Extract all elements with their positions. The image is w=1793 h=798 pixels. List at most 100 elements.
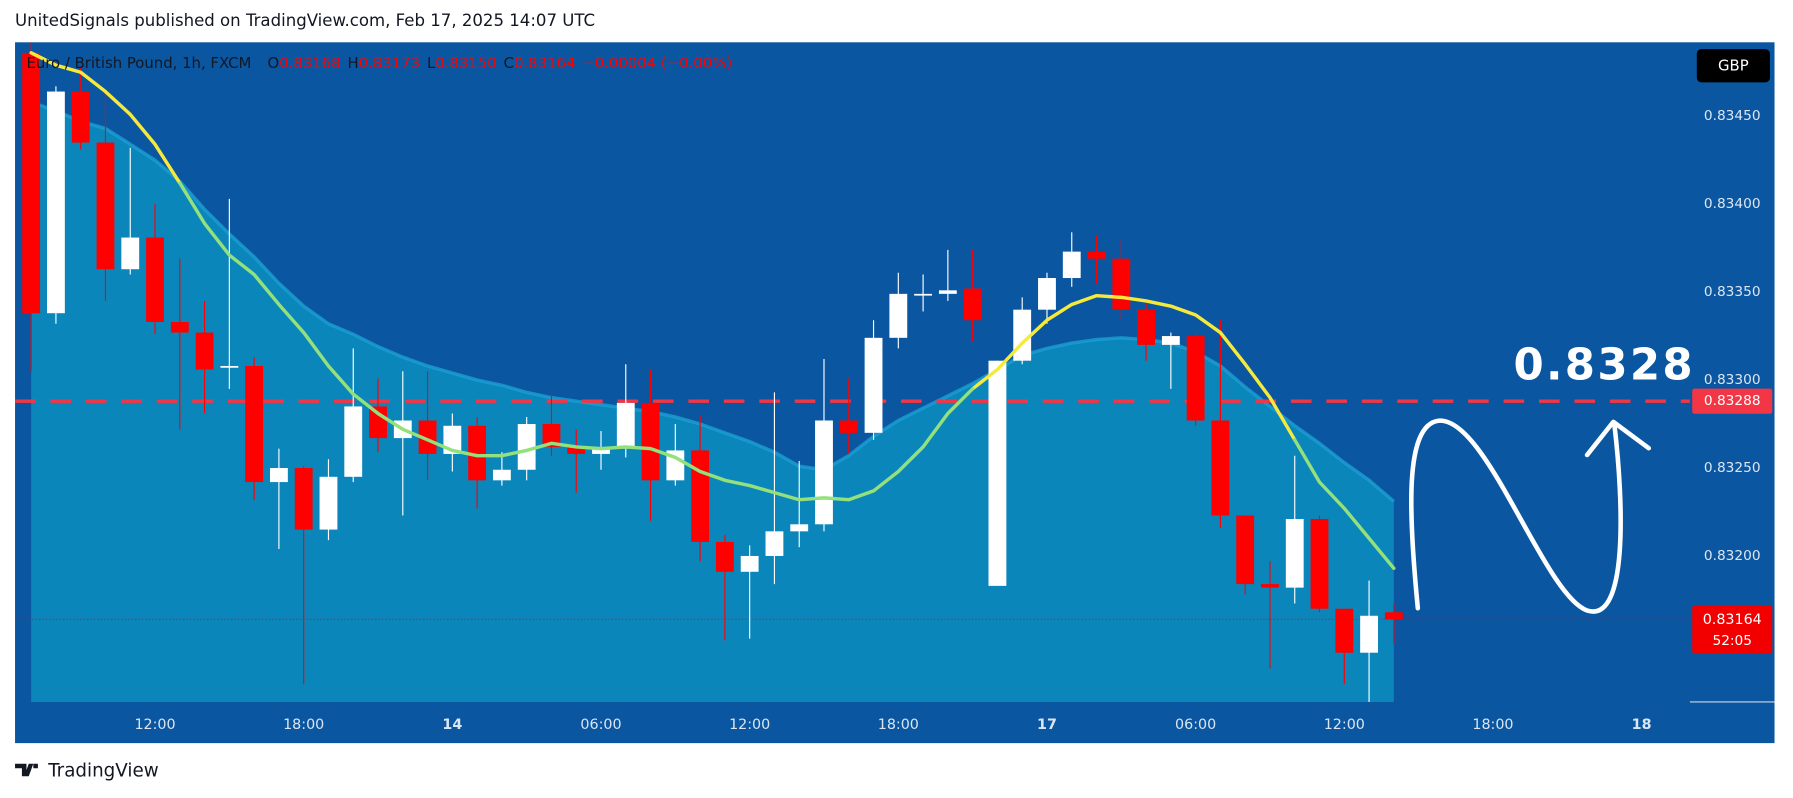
x-tick-label: 00	[0, 717, 15, 733]
plot-area	[15, 42, 1690, 702]
moving-average-line	[178, 181, 1396, 571]
candle-body	[146, 237, 164, 322]
candle-body	[616, 402, 635, 449]
x-tick-label: 14	[442, 717, 462, 733]
footer-brand: TradingView	[47, 761, 159, 782]
y-tick-label: 0.83300	[1704, 372, 1761, 388]
annotation-text: 0.8328	[1514, 341, 1695, 391]
candle-body	[1360, 615, 1378, 653]
candle-body	[517, 424, 536, 470]
candle-body	[269, 468, 288, 483]
legend-change: −0.00004 (−0.00%)	[582, 54, 732, 72]
candle-body	[567, 446, 586, 454]
candle-body	[220, 365, 239, 368]
x-tick-label: 12:00	[134, 717, 175, 733]
candle-body	[195, 332, 214, 370]
candle-body	[1186, 336, 1205, 421]
last-price-label: 0.83164	[1703, 612, 1762, 628]
price-axis: 0.83450 0.83400 0.83350 0.83300 0.83250 0.832…	[1689, 108, 1773, 654]
y-tick-label: 0.83250	[1704, 460, 1761, 476]
candle-body	[22, 52, 41, 314]
legend-key: O	[267, 54, 279, 72]
candle-body	[1161, 336, 1180, 345]
hand-drawn-arrow	[1408, 418, 1652, 614]
x-tick-label: 18:00	[283, 717, 324, 733]
currency-label: GBP	[1718, 56, 1749, 74]
candle-body	[963, 288, 982, 321]
candle-body	[1384, 612, 1403, 620]
candle-body	[294, 468, 313, 530]
candle-body	[344, 406, 363, 477]
legend-value: 0.83150	[435, 54, 496, 72]
candle-body	[914, 293, 933, 296]
candle-body	[319, 476, 338, 530]
candle-body	[1211, 420, 1230, 516]
legend-key: H	[347, 54, 358, 72]
candle-body	[666, 450, 685, 481]
candle-body	[418, 420, 437, 454]
x-tick-label: 12:00	[729, 717, 770, 733]
last-price-box	[1692, 605, 1773, 654]
currency-badge	[1696, 49, 1770, 83]
publisher-header: UnitedSignals published on TradingView.c…	[15, 11, 595, 30]
candle-body	[839, 420, 858, 433]
candle-body	[1335, 608, 1354, 653]
candle-body	[542, 424, 561, 447]
candle-body	[245, 365, 264, 483]
candle-body	[121, 237, 140, 270]
candle-body	[71, 91, 90, 143]
moving-average-line	[29, 51, 1297, 442]
x-tick-label: 06:00	[1175, 717, 1216, 733]
y-tick-label: 0.83350	[1704, 284, 1761, 300]
candle-body	[938, 290, 957, 294]
countdown-label: 52:05	[1712, 633, 1752, 649]
candle-body	[1310, 519, 1329, 609]
x-tick-label: 12:00	[1324, 717, 1365, 733]
legend-key: L	[427, 54, 436, 72]
legend-value: 0.83168	[279, 54, 340, 72]
candle-body	[369, 406, 387, 439]
candle-body	[492, 469, 511, 481]
candle-body	[468, 425, 487, 481]
candle-body	[765, 531, 784, 556]
candle-body	[1236, 515, 1255, 585]
time-axis: 00 12:00 18:00 14 06:00 12:00 18:00 17 06:00 12:0…	[0, 701, 1652, 733]
logo-mark	[15, 763, 38, 777]
candle-body	[790, 524, 809, 532]
legend-symbol: Euro / British Pound, 1h, FXCM	[26, 54, 251, 72]
candle-body	[1285, 519, 1304, 588]
band-area	[31, 102, 1394, 702]
x-tick-label: 17	[1037, 717, 1057, 733]
candle-body	[1038, 278, 1056, 310]
candle-body	[1062, 251, 1081, 279]
level-label: 0.83288	[1704, 393, 1761, 409]
legend: Euro / British Pound, 1h, FXCM O0.83168 H…	[26, 54, 732, 72]
y-tick-label: 0.83450	[1704, 108, 1761, 124]
candle-body	[889, 293, 908, 338]
candle-body	[592, 448, 610, 454]
footer-logo: TradingView	[15, 761, 159, 782]
level-label-box	[1692, 388, 1773, 414]
candle-body	[815, 420, 833, 525]
candle-body	[691, 450, 710, 542]
y-tick-label: 0.83400	[1704, 196, 1761, 212]
x-tick-label: 18:00	[878, 717, 919, 733]
x-tick-label: 06:00	[580, 717, 621, 733]
candle-body	[715, 541, 734, 572]
candle-body	[1087, 251, 1106, 259]
y-tick-label: 0.83200	[1704, 548, 1761, 564]
candle-body	[47, 91, 65, 314]
candle-body	[1261, 584, 1279, 588]
legend-value: 0.83173	[359, 54, 420, 72]
candle-body	[988, 360, 1007, 586]
candle-body	[96, 142, 115, 270]
candle-body	[1137, 309, 1156, 345]
candle-body	[170, 321, 189, 333]
legend-key: C	[504, 54, 514, 72]
candle-body	[641, 402, 660, 481]
x-tick-label: 18	[1632, 717, 1652, 733]
candle-body	[1112, 258, 1131, 310]
candle-body	[740, 555, 759, 572]
